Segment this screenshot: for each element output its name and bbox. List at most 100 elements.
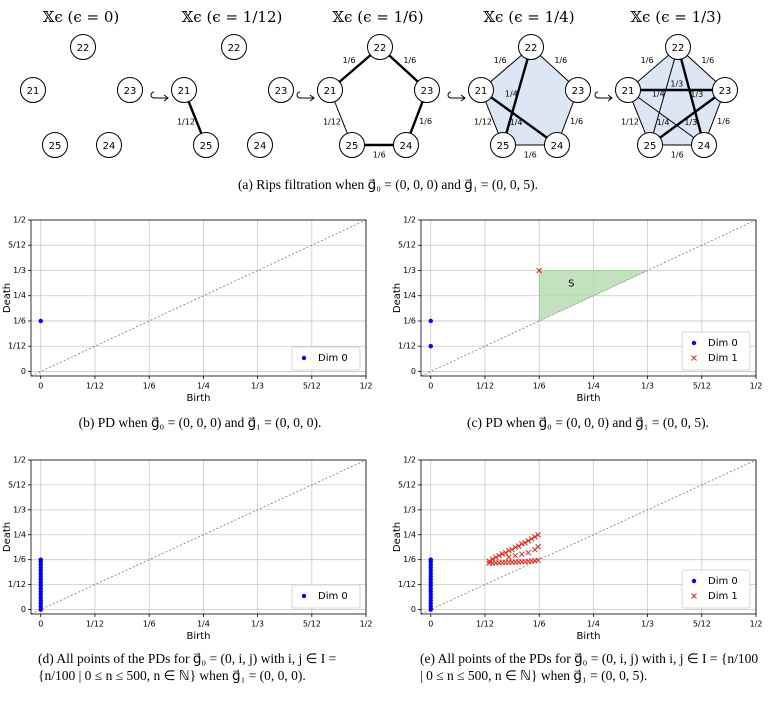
panel-title: 𝕏ϵ (ϵ = 1/4) [483, 8, 574, 26]
edge-label: 1/6 [717, 117, 730, 126]
y-tick-label: 0 [411, 605, 416, 614]
point [531, 533, 538, 540]
node [193, 132, 219, 158]
node [221, 34, 247, 60]
legend-label: Dim 0 [318, 591, 348, 602]
y-tick-label: 5/12 [398, 480, 416, 489]
y-tick-label: 1/3 [13, 505, 26, 514]
point [492, 554, 499, 561]
node [42, 132, 68, 158]
node-label: 24 [551, 141, 564, 152]
diagonal [30, 219, 367, 377]
node-label: 21 [324, 86, 337, 97]
point [38, 557, 43, 562]
x-tick-label: 5/12 [693, 620, 711, 629]
y-tick-label: 5/12 [398, 241, 416, 250]
edge [649, 89, 726, 146]
node-label: 23 [719, 86, 732, 97]
y-tick-label: 1/6 [13, 555, 26, 564]
y-tick-label: 1/6 [13, 316, 26, 325]
node [117, 77, 143, 103]
x-axis-label: Birth [186, 393, 210, 404]
node-label: 23 [421, 86, 434, 97]
point [428, 344, 433, 349]
node [317, 77, 343, 103]
point [512, 552, 519, 559]
diagonal [30, 459, 367, 615]
node [367, 34, 393, 60]
x-tick-label: 0 [38, 620, 43, 629]
point [428, 557, 433, 562]
caption: (a) Rips filtration when g⃗₀ = (0, 0, 0)… [237, 177, 539, 192]
node [712, 77, 738, 103]
y-axis-label: Death [2, 283, 13, 313]
point [512, 544, 519, 551]
node [414, 77, 440, 103]
x-tick-label: 1/6 [143, 382, 156, 391]
y-tick-label: 1/12 [8, 580, 26, 589]
node-label: 25 [644, 141, 657, 152]
edge-label: 1/6 [343, 56, 356, 65]
point [525, 549, 532, 556]
y-tick-label: 1/4 [403, 530, 416, 539]
edge-label: 1/6 [641, 56, 654, 65]
x-tick-label: 1/2 [360, 382, 373, 391]
node [70, 34, 96, 60]
edge-label: 1/3 [670, 80, 683, 89]
node [247, 132, 273, 158]
node-label: 21 [27, 86, 40, 97]
y-tick-label: 0 [21, 367, 26, 376]
inclusion-arrow [296, 91, 315, 102]
y-tick-label: 1/3 [403, 266, 416, 275]
region [538, 270, 648, 322]
point [536, 267, 543, 274]
node [393, 132, 419, 158]
edge-label: 1/6 [570, 117, 583, 126]
plot: 0 1/12 1/6 1/4 1/3 5/12 1/2 0 1/12 1/6 1/4 1/3 5/12 1… [2, 456, 372, 643]
node-label: 25 [346, 141, 359, 152]
y-tick-label: 0 [21, 605, 26, 614]
x-axis-label: Birth [186, 631, 210, 642]
y-tick-label: 0 [411, 367, 416, 376]
x-axis-label: Birth [576, 631, 600, 642]
node [615, 77, 641, 103]
edge-label: 1/6 [524, 150, 537, 159]
panel-title: 𝕏ϵ (ϵ = 1/6) [332, 8, 423, 26]
node-label: 25 [49, 141, 62, 152]
point [486, 558, 493, 564]
edge-label: 1/6 [554, 56, 567, 65]
edge-label: 1/6 [419, 117, 432, 126]
node [468, 77, 494, 103]
x-tick-label: 5/12 [303, 620, 321, 629]
edge [676, 46, 706, 146]
plot-frame [30, 219, 367, 377]
edge-label: 1/12 [621, 117, 639, 126]
x-tick-label: 1/3 [251, 620, 264, 629]
point [518, 551, 525, 558]
x-tick-label: 0 [38, 382, 43, 391]
legend-label: Dim 0 [708, 576, 738, 587]
node-label: 21 [475, 86, 488, 97]
x-tick-label: 0 [428, 620, 433, 629]
edge-label: 1/12 [474, 117, 492, 126]
caption: (b) PD when g⃗₀ = (0, 0, 0) and g⃗₁ = (0… [78, 415, 322, 430]
plot-frame [420, 219, 757, 377]
edge-label: 1/4 [505, 90, 518, 99]
point [535, 557, 541, 564]
x-tick-label: 1/6 [143, 620, 156, 629]
caption: (d) All points of the PDs for g⃗₀ = (0, … [38, 651, 337, 683]
edge-label: 1/6 [701, 56, 714, 65]
edge [501, 46, 533, 146]
legend-marker [301, 355, 307, 361]
node-label: 22 [525, 43, 538, 54]
plot-frame [30, 459, 367, 615]
node [96, 132, 122, 158]
x-tick-label: 1/4 [587, 620, 600, 629]
plot: 0 1/12 1/6 1/4 1/3 5/12 1/2 0 1/12 1/6 1/4 1/3 5/12 1… [392, 456, 762, 643]
edge-label: 1/4 [510, 118, 523, 127]
inclusion-arrow [150, 91, 169, 102]
point [518, 540, 525, 547]
node-label: 23 [275, 86, 288, 97]
point [535, 531, 541, 538]
